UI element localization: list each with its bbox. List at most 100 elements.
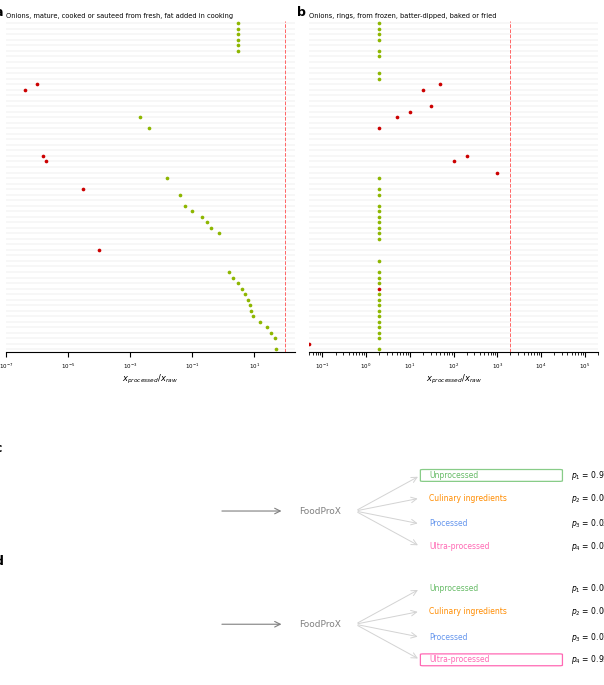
Point — [187, 206, 197, 216]
Text: FoodProX: FoodProX — [299, 506, 341, 516]
Point — [374, 256, 384, 266]
Point — [374, 283, 384, 294]
Point — [309, 338, 318, 349]
Point — [374, 288, 384, 299]
Point — [374, 51, 384, 62]
Point — [492, 167, 502, 178]
Text: Unprocessed: Unprocessed — [429, 584, 478, 593]
Point — [304, 338, 314, 349]
Point — [374, 277, 384, 288]
Point — [374, 45, 384, 56]
Point — [426, 101, 435, 112]
Point — [144, 123, 154, 134]
Point — [214, 228, 223, 239]
Point — [374, 29, 384, 40]
FancyBboxPatch shape — [420, 469, 562, 482]
Point — [175, 189, 185, 200]
Point — [374, 189, 384, 200]
Point — [435, 79, 445, 90]
Point — [374, 299, 384, 310]
Text: Processed: Processed — [429, 519, 467, 528]
Point — [42, 156, 51, 167]
Text: Onions, mature, cooked or sauteed from fresh, fat added in cooking: Onions, mature, cooked or sauteed from f… — [6, 13, 233, 18]
Point — [233, 18, 243, 29]
Point — [233, 23, 243, 34]
Point — [374, 73, 384, 84]
Point — [418, 84, 428, 95]
Text: c: c — [0, 442, 2, 455]
Point — [245, 299, 254, 310]
Point — [374, 216, 384, 227]
Point — [37, 151, 47, 162]
Point — [374, 184, 384, 195]
Point — [374, 234, 384, 245]
Text: a: a — [0, 6, 3, 19]
Point — [246, 306, 256, 316]
Point — [374, 311, 384, 322]
Point — [237, 283, 247, 294]
Point — [224, 266, 234, 277]
Point — [374, 228, 384, 239]
Point — [462, 151, 472, 162]
Point — [374, 200, 384, 211]
Text: Unprocessed: Unprocessed — [429, 471, 478, 480]
Point — [374, 173, 384, 184]
Point — [374, 322, 384, 333]
Point — [374, 206, 384, 216]
Text: $p_4$ = 0.01: $p_4$ = 0.01 — [571, 540, 604, 553]
Text: Ultra-processed: Ultra-processed — [429, 656, 490, 664]
Point — [374, 272, 384, 283]
Point — [271, 344, 281, 355]
Point — [228, 272, 237, 283]
Text: $p_1$ = 0.00: $p_1$ = 0.00 — [571, 582, 604, 595]
Point — [374, 266, 384, 277]
Point — [135, 112, 144, 123]
Point — [78, 184, 88, 195]
Point — [233, 34, 243, 45]
Point — [202, 216, 212, 227]
Point — [94, 245, 104, 256]
Text: Processed: Processed — [429, 633, 467, 642]
Text: Culinary ingredients: Culinary ingredients — [429, 494, 507, 503]
Text: $p_2$ = 0.00: $p_2$ = 0.00 — [571, 605, 604, 618]
Point — [240, 288, 250, 299]
Point — [374, 23, 384, 34]
Point — [32, 79, 42, 90]
Point — [233, 45, 243, 56]
Point — [162, 173, 172, 184]
Text: $p_2$ = 0.00: $p_2$ = 0.00 — [571, 492, 604, 505]
Point — [374, 34, 384, 45]
Text: Culinary ingredients: Culinary ingredients — [429, 607, 507, 616]
Point — [255, 316, 265, 327]
Text: $p_1$ = 0.97: $p_1$ = 0.97 — [571, 469, 604, 482]
Point — [233, 29, 243, 40]
Point — [374, 123, 384, 134]
Point — [243, 294, 252, 305]
Point — [374, 306, 384, 316]
Point — [233, 40, 243, 51]
Point — [374, 223, 384, 234]
X-axis label: $x_{processed}/x_{raw}$: $x_{processed}/x_{raw}$ — [426, 373, 481, 386]
Point — [374, 344, 384, 355]
Point — [197, 211, 207, 222]
X-axis label: $x_{processed}/x_{raw}$: $x_{processed}/x_{raw}$ — [123, 373, 178, 386]
Point — [405, 106, 415, 117]
Point — [262, 322, 272, 333]
Text: $p_3$ = 0.01: $p_3$ = 0.01 — [571, 631, 604, 644]
Point — [374, 327, 384, 338]
Text: Onions, rings, from frozen, batter-dipped, baked or fried: Onions, rings, from frozen, batter-dippe… — [309, 13, 496, 18]
Text: $p_3$ = 0.03: $p_3$ = 0.03 — [571, 517, 604, 530]
Point — [374, 211, 384, 222]
Point — [374, 68, 384, 79]
Point — [449, 156, 458, 167]
Point — [270, 333, 280, 344]
Point — [392, 112, 402, 123]
Point — [374, 316, 384, 327]
Text: $p_4$ = 0.99: $p_4$ = 0.99 — [571, 653, 604, 667]
Point — [181, 200, 190, 211]
Text: b: b — [297, 6, 306, 19]
Point — [374, 294, 384, 305]
Text: d: d — [0, 555, 3, 568]
Text: Ultra-processed: Ultra-processed — [429, 542, 490, 551]
Point — [374, 18, 384, 29]
